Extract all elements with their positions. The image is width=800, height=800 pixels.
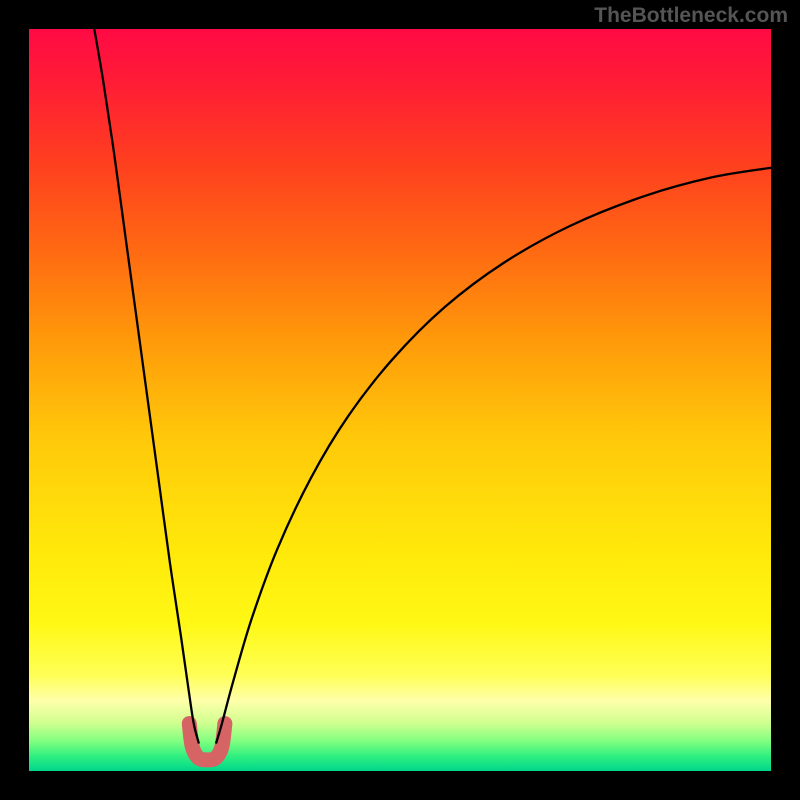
watermark-text: TheBottleneck.com — [594, 4, 788, 28]
plot-background — [29, 29, 771, 771]
bottleneck-chart — [0, 0, 800, 800]
chart-container: TheBottleneck.com — [0, 0, 800, 800]
